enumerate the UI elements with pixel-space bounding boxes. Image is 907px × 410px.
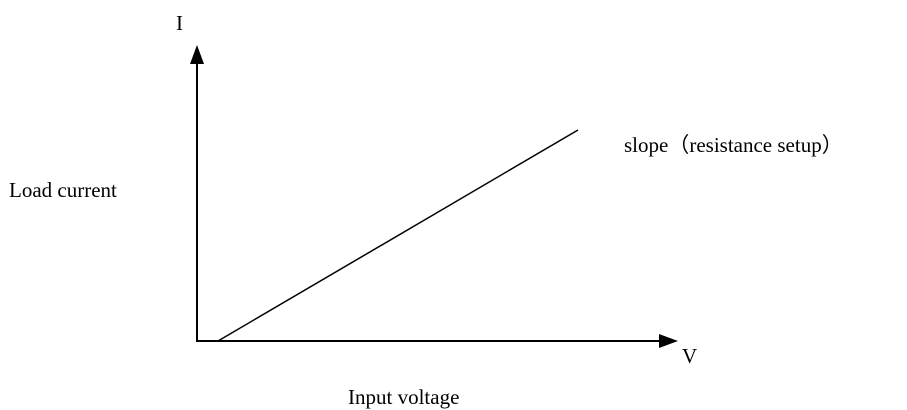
y-title: Load current [9,178,117,202]
x-arrow [659,334,678,348]
slope-line [217,129,579,342]
x-label: V [682,344,697,368]
slope-label: slope（resistance setup） [624,133,843,157]
y-arrow [190,45,204,64]
y-label: I [176,11,183,35]
x-title: Input voltage [348,385,459,409]
